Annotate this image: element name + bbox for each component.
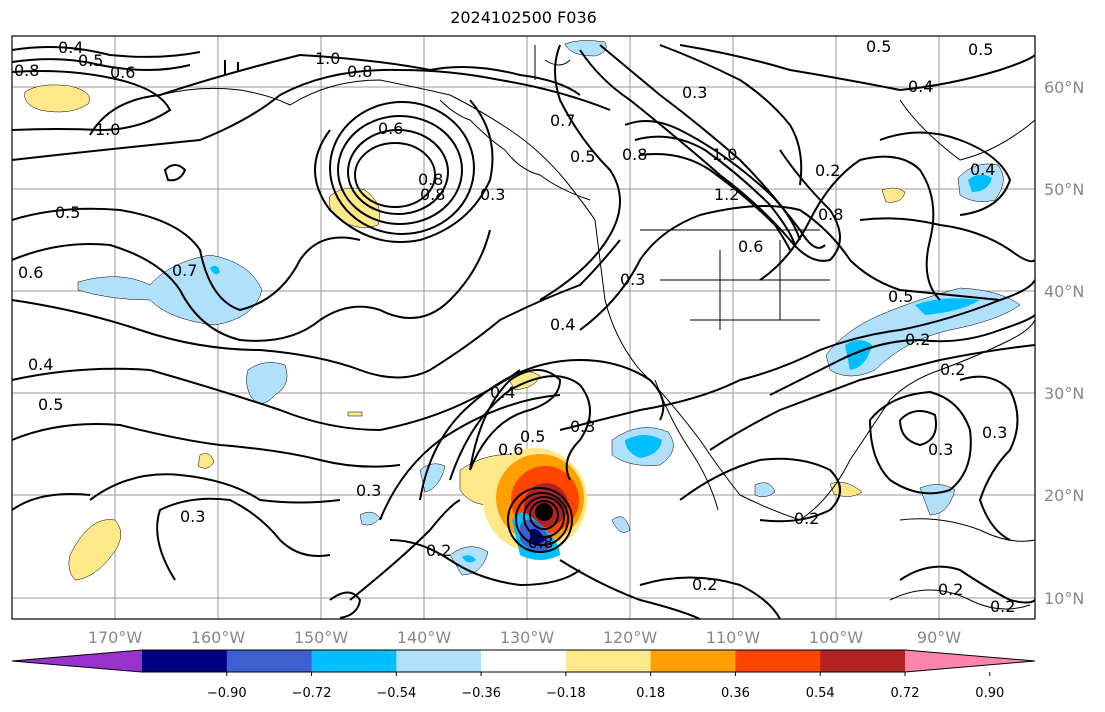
contour-label: 0.8 — [418, 170, 443, 189]
contour-label: 0.2 — [990, 597, 1015, 616]
lat-tick-label: 20°N — [1044, 486, 1084, 505]
lon-tick-label: 150°W — [294, 628, 349, 647]
lat-tick-label: 10°N — [1044, 589, 1084, 608]
lat-tick-labels: 60°N 50°N 40°N 30°N 20°N 10°N — [1044, 78, 1084, 608]
lon-tick-label: 90°W — [917, 628, 961, 647]
contour-label: 0.5 — [866, 37, 891, 56]
contour-label: 0.5 — [55, 203, 80, 222]
shade-blob — [347, 411, 363, 417]
contour-label: 0.2 — [692, 575, 717, 594]
lon-tick-label: 160°W — [191, 628, 246, 647]
shade-blob — [68, 519, 121, 581]
shade-blob — [968, 174, 992, 192]
contour-label: 1.0 — [95, 120, 120, 139]
shade-blob — [462, 555, 476, 563]
contours — [11, 44, 1036, 620]
contour-label: 0.8 — [528, 533, 553, 552]
contour-label: 0.8 — [818, 205, 843, 224]
lon-tick-label: 170°W — [88, 628, 143, 647]
contour-label: 0.5 — [78, 51, 103, 70]
contour-label: 0.6 — [110, 63, 135, 82]
lat-tick-label: 30°N — [1044, 384, 1084, 403]
map-frame — [11, 35, 1036, 620]
shade-blob — [625, 435, 662, 458]
shade-blob — [210, 265, 220, 275]
contour-label: 0.5 — [570, 147, 595, 166]
contour-label: 0.3 — [180, 507, 205, 526]
contour-label: 1.0 — [712, 145, 737, 164]
shade-blob — [24, 84, 90, 113]
contour-label: 0.3 — [356, 481, 381, 500]
coastlines — [159, 45, 1036, 610]
lon-tick-label: 130°W — [500, 628, 555, 647]
contour-label: 0.4 — [970, 160, 995, 179]
contour-label: 0.2 — [815, 161, 840, 180]
contour-label: 0.3 — [570, 417, 595, 436]
contour-label: 0.3 — [928, 440, 953, 459]
contour-label: 0.4 — [58, 38, 83, 57]
shaded-field — [24, 40, 1021, 581]
lat-tick-label: 60°N — [1044, 78, 1084, 97]
shade-blob — [754, 482, 776, 498]
contour-label: 0.4 — [490, 383, 515, 402]
contour-label: 0.5 — [520, 427, 545, 446]
cyclone-center — [535, 503, 553, 521]
shade-blob — [845, 340, 872, 370]
contour-label: 0.2 — [905, 330, 930, 349]
contour-label: 0.4 — [550, 315, 575, 334]
shade-blob — [881, 187, 906, 203]
lon-tick-label: 100°W — [809, 628, 864, 647]
lat-tick-label: 40°N — [1044, 282, 1084, 301]
shade-blob — [611, 516, 631, 533]
lon-tick-label: 120°W — [603, 628, 658, 647]
contour-label: 0.8 — [14, 61, 39, 80]
contour-label: 1.0 — [315, 49, 340, 68]
contour-label: 0.3 — [480, 185, 505, 204]
contour-label: 0.7 — [550, 111, 575, 130]
contour-label: 0.8 — [622, 145, 647, 164]
contour-label: 0.4 — [28, 355, 53, 374]
contour-label: 0.5 — [38, 395, 63, 414]
lon-tick-labels: 170°W 160°W 150°W 140°W 130°W 120°W 110°… — [88, 628, 961, 647]
contour-label: 0.3 — [982, 423, 1007, 442]
contour-label: 0.6 — [18, 263, 43, 282]
contour-label: 0.5 — [968, 40, 993, 59]
contour-label: 0.5 — [888, 287, 913, 306]
contour-label: 0.2 — [938, 580, 963, 599]
contour-label: 0.2 — [940, 360, 965, 379]
contour-label: 0.8 — [420, 185, 445, 204]
contour-label: 0.3 — [682, 83, 707, 102]
contour-label: 0.7 — [172, 261, 197, 280]
shade-blob — [197, 453, 215, 469]
contour-label: 0.6 — [498, 440, 523, 459]
lon-tick-label: 140°W — [397, 628, 452, 647]
shade-blob — [915, 298, 980, 315]
contour-label: 0.6 — [738, 237, 763, 256]
lon-tick-label: 110°W — [706, 628, 761, 647]
lat-tick-label: 50°N — [1044, 180, 1084, 199]
contour-label: 0.6 — [378, 119, 403, 138]
contour-label: 0.3 — [620, 270, 645, 289]
contour-label: 0.4 — [908, 77, 933, 96]
contour-label: 0.2 — [794, 509, 819, 528]
contour-label: 1.2 — [714, 185, 739, 204]
shade-blob — [564, 40, 607, 57]
shade-blob — [246, 362, 288, 404]
contour-label: 0.2 — [426, 541, 451, 560]
contour-labels: 0.4 0.5 0.6 0.8 1.0 1.0 0.8 0.6 0.8 0.8 … — [14, 37, 1015, 616]
map-title: 2024102500 F036 — [450, 8, 597, 27]
contour-label: 0.8 — [347, 62, 372, 81]
